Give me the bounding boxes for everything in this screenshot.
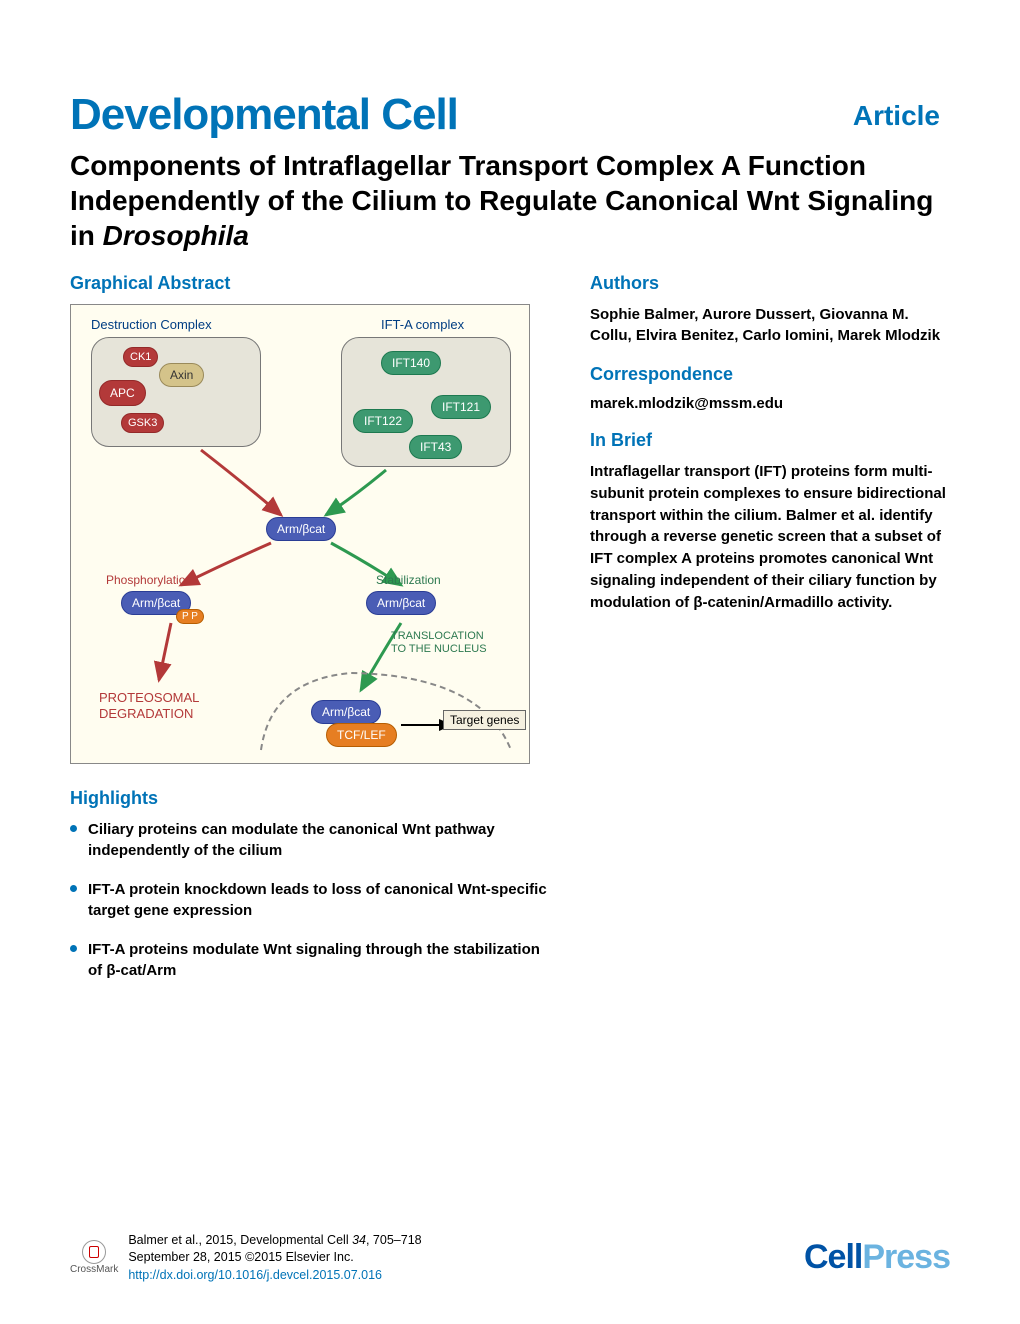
axin-label: Axin: [159, 363, 204, 387]
ift121-label: IFT121: [431, 395, 491, 419]
citation-block: Balmer et al., 2015, Developmental Cell …: [128, 1232, 421, 1285]
correspondence-heading: Correspondence: [590, 364, 950, 385]
ift140-label: IFT140: [381, 351, 441, 375]
destruction-complex-label: Destruction Complex: [91, 317, 212, 332]
correspondence-email[interactable]: marek.mlodzik@mssm.edu: [590, 395, 950, 412]
cellpress-cell: Cell: [804, 1238, 862, 1276]
apc-label: APC: [99, 380, 146, 406]
target-genes-label: Target genes: [443, 710, 526, 730]
pp-label: P P: [176, 609, 204, 624]
highlights-heading: Highlights: [70, 788, 550, 809]
doi-link[interactable]: http://dx.doi.org/10.1016/j.devcel.2015.…: [128, 1267, 421, 1285]
phosphorylation-label: Phosphorylation: [106, 573, 192, 587]
translocation-label: TRANSLOCATIONTO THE NUCLEUS: [391, 630, 487, 656]
tcf-label: TCF/LEF: [326, 723, 397, 747]
cellpress-press: Press: [862, 1238, 950, 1276]
proteosomal-degradation-label: PROTEOSOMALDEGRADATION: [99, 690, 199, 721]
stabilization-label: Stabilization: [376, 573, 441, 587]
article-type-label: Article: [853, 100, 940, 132]
center-bcat-label: Arm/βcat: [266, 517, 336, 541]
inbrief-heading: In Brief: [590, 430, 950, 451]
highlight-item: IFT-A protein knockdown leads to loss of…: [70, 879, 550, 921]
ifta-complex-label: IFT-A complex: [381, 317, 464, 332]
ift43-label: IFT43: [409, 435, 462, 459]
gsk3-label: GSK3: [121, 413, 164, 433]
authors-heading: Authors: [590, 273, 950, 294]
highlight-item: Ciliary proteins can modulate the canoni…: [70, 819, 550, 861]
crossmark-icon[interactable]: [82, 1240, 106, 1264]
citation-line1: Balmer et al., 2015, Developmental Cell …: [128, 1232, 421, 1250]
cellpress-logo: CellPress: [804, 1238, 950, 1277]
crossmark-label: CrossMark: [70, 1264, 118, 1275]
right-bcat-label: Arm/βcat: [366, 591, 436, 615]
ift122-label: IFT122: [353, 409, 413, 433]
ck1-label: CK1: [123, 347, 158, 367]
article-title: Components of Intraflagellar Transport C…: [70, 148, 950, 253]
journal-name: Developmental Cell: [70, 90, 950, 140]
highlight-item: IFT-A proteins modulate Wnt signaling th…: [70, 939, 550, 981]
authors-list: Sophie Balmer, Aurore Dussert, Giovanna …: [590, 304, 950, 346]
citation-line2: September 28, 2015 ©2015 Elsevier Inc.: [128, 1249, 421, 1267]
graphical-abstract-heading: Graphical Abstract: [70, 273, 550, 294]
inbrief-text: Intraflagellar transport (IFT) proteins …: [590, 461, 950, 613]
highlights-list: Ciliary proteins can modulate the canoni…: [70, 819, 550, 981]
graphical-abstract-figure: Destruction Complex CK1 Axin APC GSK3 IF…: [70, 304, 530, 764]
page-footer: CrossMark Balmer et al., 2015, Developme…: [70, 1232, 950, 1285]
nucleus-bcat-label: Arm/βcat: [311, 700, 381, 724]
